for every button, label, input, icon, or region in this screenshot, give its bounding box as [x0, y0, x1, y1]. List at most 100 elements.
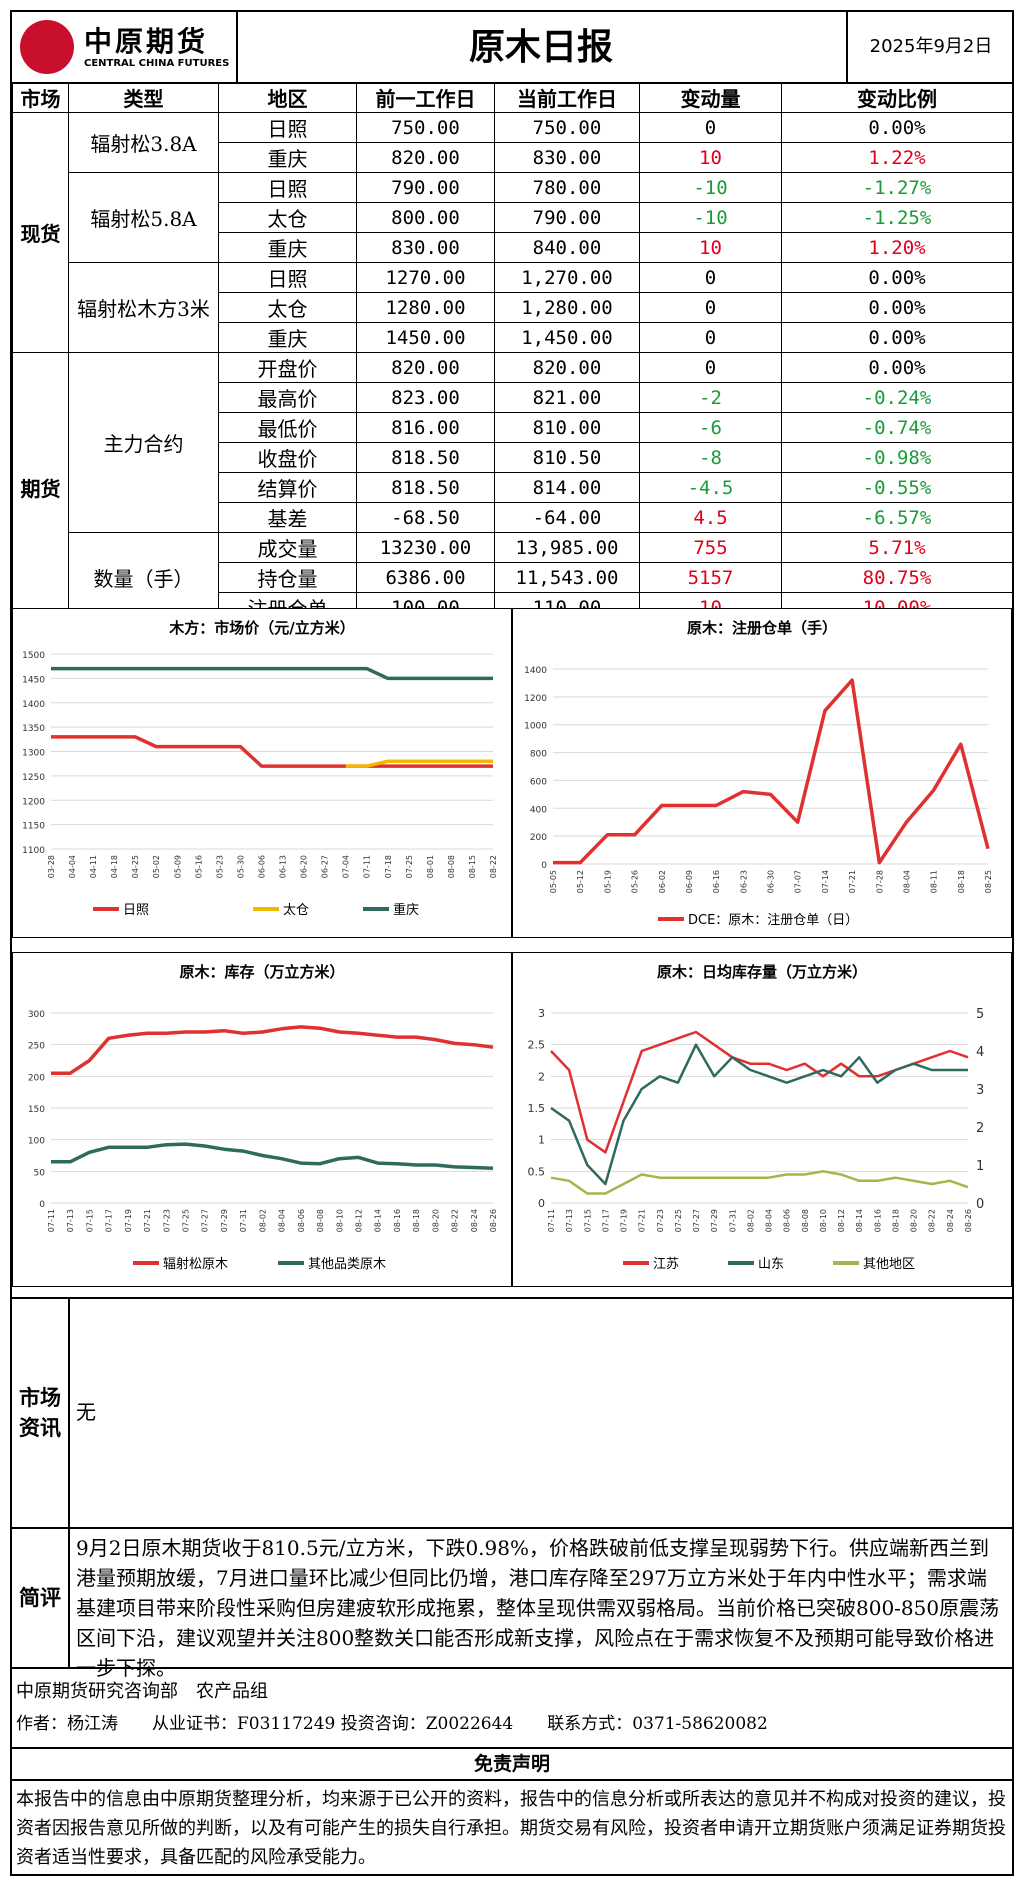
legend-label: 江苏: [653, 1256, 679, 1272]
pct-cell: 1.22%: [781, 142, 1013, 173]
curr-cell: 780.00: [494, 172, 640, 203]
price-table: 市场 类型 地区 前一工作日 当前工作日 变动量 变动比例 现货 辐射松3.8A 日…: [12, 82, 1013, 623]
region-cell: 太仓: [218, 202, 357, 233]
x-tick-label: 08-18: [412, 1209, 421, 1232]
y-tick-label: 600: [530, 777, 547, 787]
y-tick-label: 400: [530, 805, 547, 815]
y2-tick-label: 5: [976, 1007, 984, 1022]
y-tick-label: 1500: [22, 651, 45, 661]
x-tick-label: 05-23: [215, 855, 224, 878]
x-tick-label: 05-12: [576, 870, 585, 893]
x-tick-label: 08-20: [910, 1209, 919, 1232]
x-tick-label: 08-18: [891, 1209, 900, 1232]
x-tick-label: 07-17: [105, 1209, 114, 1232]
x-tick-label: 06-20: [300, 855, 309, 878]
prev-cell: -68.50: [356, 502, 495, 533]
x-tick-label: 04-11: [89, 855, 98, 878]
x-tick-label: 06-02: [658, 870, 667, 893]
header-curr: 当前工作日: [494, 82, 640, 113]
table-row: 持仓量 6386.00 11,543.00 5157 80.75%: [13, 562, 1013, 593]
table-row: 最低价 816.00 810.00 -6 -0.74%: [13, 412, 1013, 443]
legend-label: 日照: [123, 903, 149, 918]
region-cell: 日照: [218, 112, 357, 143]
y-tick-label: 200: [530, 833, 547, 843]
x-tick-label: 06-09: [685, 870, 694, 893]
comment-label: 简评: [12, 1529, 70, 1667]
series-line: [51, 735, 493, 768]
legend-label: 其他地区: [863, 1257, 915, 1272]
change-cell: -6: [639, 412, 782, 443]
pct-cell: -6.57%: [781, 502, 1013, 533]
change-cell: -4.5: [639, 472, 782, 503]
region-cell: 最高价: [218, 382, 357, 413]
report-date: 2025年9月2日: [846, 12, 1014, 82]
x-tick-label: 07-21: [638, 1209, 647, 1232]
y-tick-label: 3: [538, 1007, 545, 1020]
x-tick-label: 06-06: [257, 855, 266, 878]
x-tick-label: 07-25: [182, 1209, 191, 1232]
curr-cell: 814.00: [494, 472, 640, 503]
change-cell: 10: [639, 232, 782, 263]
y-tick-label: 50: [34, 1168, 46, 1178]
company-logo: 中原期货 CENTRAL CHINA FUTURES: [12, 12, 238, 82]
legend-label: 其他品类原木: [308, 1257, 386, 1272]
legend-label: 重庆: [393, 902, 419, 918]
pct-cell: -0.74%: [781, 412, 1013, 443]
pct-cell: 1.20%: [781, 232, 1013, 263]
type-cell: 辐射松木方3米: [68, 262, 219, 353]
x-tick-label: 08-10: [335, 1209, 344, 1232]
change-cell: 4.5: [639, 502, 782, 533]
header-prev: 前一工作日: [356, 82, 495, 113]
x-tick-label: 08-26: [489, 1209, 498, 1232]
region-cell: 重庆: [218, 322, 357, 353]
x-tick-label: 08-24: [470, 1209, 479, 1232]
y-tick-label: 1.5: [528, 1102, 546, 1115]
pct-cell: 0.00%: [781, 322, 1013, 353]
author-section: 中原期货研究咨询部 农产品组 作者：杨江涛 从业证书：F03117249 投资咨…: [12, 1667, 1012, 1747]
x-tick-label: 07-11: [47, 1209, 56, 1232]
chart-wood-price-svg: 1100 1150 1200 1250 1300 1350 1400 1450 1500 03-2…: [22, 651, 498, 918]
legend-label: 太仓: [283, 903, 309, 918]
table-row: 太仓 800.00 790.00 -10 -1.25%: [13, 202, 1013, 233]
x-tick-label: 08-02: [258, 1209, 267, 1232]
pct-cell: 80.75%: [781, 562, 1013, 593]
prev-cell: 800.00: [356, 202, 495, 233]
market-news-text: 无: [76, 1400, 96, 1424]
legend-label: 辐射松原木: [163, 1256, 228, 1272]
pct-cell: -0.55%: [781, 472, 1013, 503]
curr-cell: 1,280.00: [494, 292, 640, 323]
chart-warrant: 原木：注册仓单（手） 0 200 400 600 800 1000 1200 1400 05-0…: [512, 608, 1012, 938]
change-cell: 5157: [639, 562, 782, 593]
y-tick-label: 1: [538, 1134, 545, 1147]
x-tick-label: 08-24: [946, 1209, 955, 1232]
region-cell: 太仓: [218, 292, 357, 323]
chart-warrant-svg: 0 200 400 600 800 1000 1200 1400 05-05 05-12 05-19…: [524, 666, 993, 928]
y2-tick-label: 3: [976, 1083, 984, 1098]
y-tick-label: 1400: [524, 666, 547, 676]
table-row: 基差 -68.50 -64.00 4.5 -6.57%: [13, 502, 1013, 533]
curr-cell: 1,270.00: [494, 262, 640, 293]
region-cell: 重庆: [218, 232, 357, 263]
table-row: 结算价 818.50 814.00 -4.5 -0.55%: [13, 472, 1013, 503]
curr-cell: 810.00: [494, 412, 640, 443]
y-tick-label: 100: [28, 1137, 45, 1147]
y-tick-label: 0: [39, 1200, 45, 1210]
x-tick-label: 08-08: [316, 1209, 325, 1232]
y-tick-label: 300: [28, 1010, 45, 1020]
chart-title: 木方：市场价（元/立方米）: [169, 619, 355, 637]
prev-cell: 1280.00: [356, 292, 495, 323]
x-tick-label: 08-01: [426, 855, 435, 878]
change-cell: 0: [639, 352, 782, 383]
region-cell: 日照: [218, 172, 357, 203]
change-cell: -2: [639, 382, 782, 413]
chart-title: 原木：日均库存量（万立方米）: [656, 963, 867, 981]
change-cell: 0: [639, 292, 782, 323]
y2-tick-label: 0: [976, 1197, 984, 1212]
x-tick-label: 07-25: [405, 855, 414, 878]
header-market: 市场: [12, 82, 69, 113]
author-text: 作者：杨江涛 从业证书：F03117249 投资咨询：Z0022644 联系方式…: [16, 1714, 768, 1734]
change-cell: -10: [639, 172, 782, 203]
chart-daily-stock: 原木：日均库存量（万立方米） 0 0.5 1 1.5 2 2.5 3 0 1 2 3 4 5 07-11 0…: [512, 952, 1012, 1287]
series-line: [51, 1142, 494, 1170]
y-tick-label: 1450: [22, 675, 45, 685]
